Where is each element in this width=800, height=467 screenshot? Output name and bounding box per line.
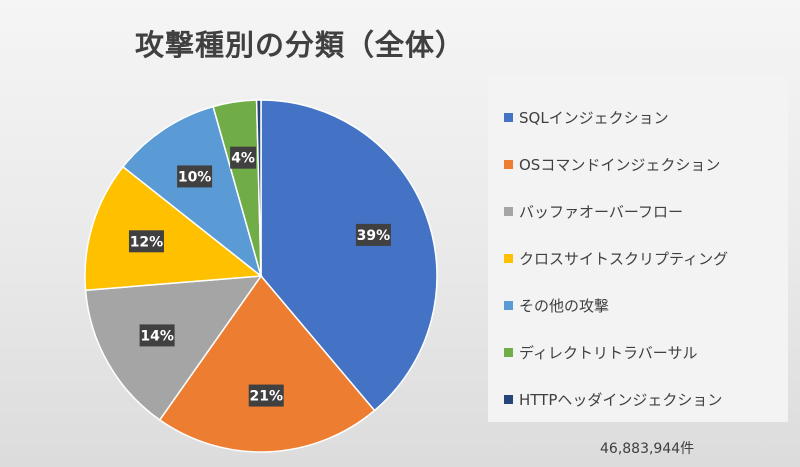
legend: SQLインジェクション OSコマンドインジェクション バッファオーバーフロークロスサ…	[488, 76, 788, 422]
pie-data-labels: 39% 21% 14% 12% 10% 4%	[128, 146, 391, 407]
legend-label-1: SQLインジェクション	[519, 109, 669, 127]
pie-slice-7	[255, 99, 262, 277]
legend-item-6: ディレクトリトラバーサル	[504, 329, 788, 376]
legend-label-6: ディレクトリトラバーサル	[519, 344, 698, 362]
pie-slice-5	[121, 105, 263, 279]
legend-swatch-7	[504, 395, 513, 404]
data-label-bg-4	[128, 230, 164, 253]
legend-swatch-4	[504, 254, 513, 263]
legend-swatch-2	[504, 160, 513, 169]
total-count: 46,883,944件	[600, 441, 695, 457]
legend-item-1: SQLインジェクション	[504, 94, 788, 141]
chart-title: 攻撃種別の分類（全体）	[134, 28, 465, 62]
data-label-4: 12%	[130, 234, 164, 250]
pie-slice-1	[260, 99, 438, 412]
data-label-1: 39%	[357, 228, 391, 244]
legend-label-5: その他の攻撃	[519, 297, 610, 315]
legend-item-5: その他の攻撃	[504, 282, 788, 329]
legend-label-3: バッファオーバーフロー	[519, 203, 683, 221]
pie-slice-3	[84, 275, 263, 421]
legend-item-3: バッファオーバーフロー	[504, 188, 788, 235]
pie-slices	[84, 99, 438, 453]
data-label-bg-2	[248, 384, 284, 407]
legend-label-7: HTTPヘッダインジェクション	[519, 391, 723, 409]
data-label-bg-1	[355, 223, 391, 246]
data-label-6: 4%	[231, 151, 255, 167]
legend-item-2: OSコマンドインジェクション	[504, 141, 788, 188]
legend-swatch-6	[504, 348, 513, 357]
data-label-bg-3	[139, 324, 175, 347]
pie-slice-4	[84, 165, 263, 292]
pie-slice-2	[158, 274, 376, 453]
legend-label-2: OSコマンドインジェクション	[519, 156, 721, 174]
data-label-bg-6	[230, 146, 257, 169]
data-label-bg-5	[177, 165, 213, 188]
legend-swatch-1	[504, 113, 513, 122]
legend-swatch-3	[504, 207, 513, 216]
legend-label-4: クロスサイトスクリプティング	[519, 250, 729, 268]
data-label-3: 14%	[140, 328, 174, 344]
data-label-2: 21%	[249, 389, 283, 405]
legend-item-7: HTTPヘッダインジェクション	[504, 376, 788, 423]
data-label-5: 10%	[178, 169, 212, 185]
legend-item-4: クロスサイトスクリプティング	[504, 235, 788, 282]
legend-swatch-5	[504, 301, 513, 310]
